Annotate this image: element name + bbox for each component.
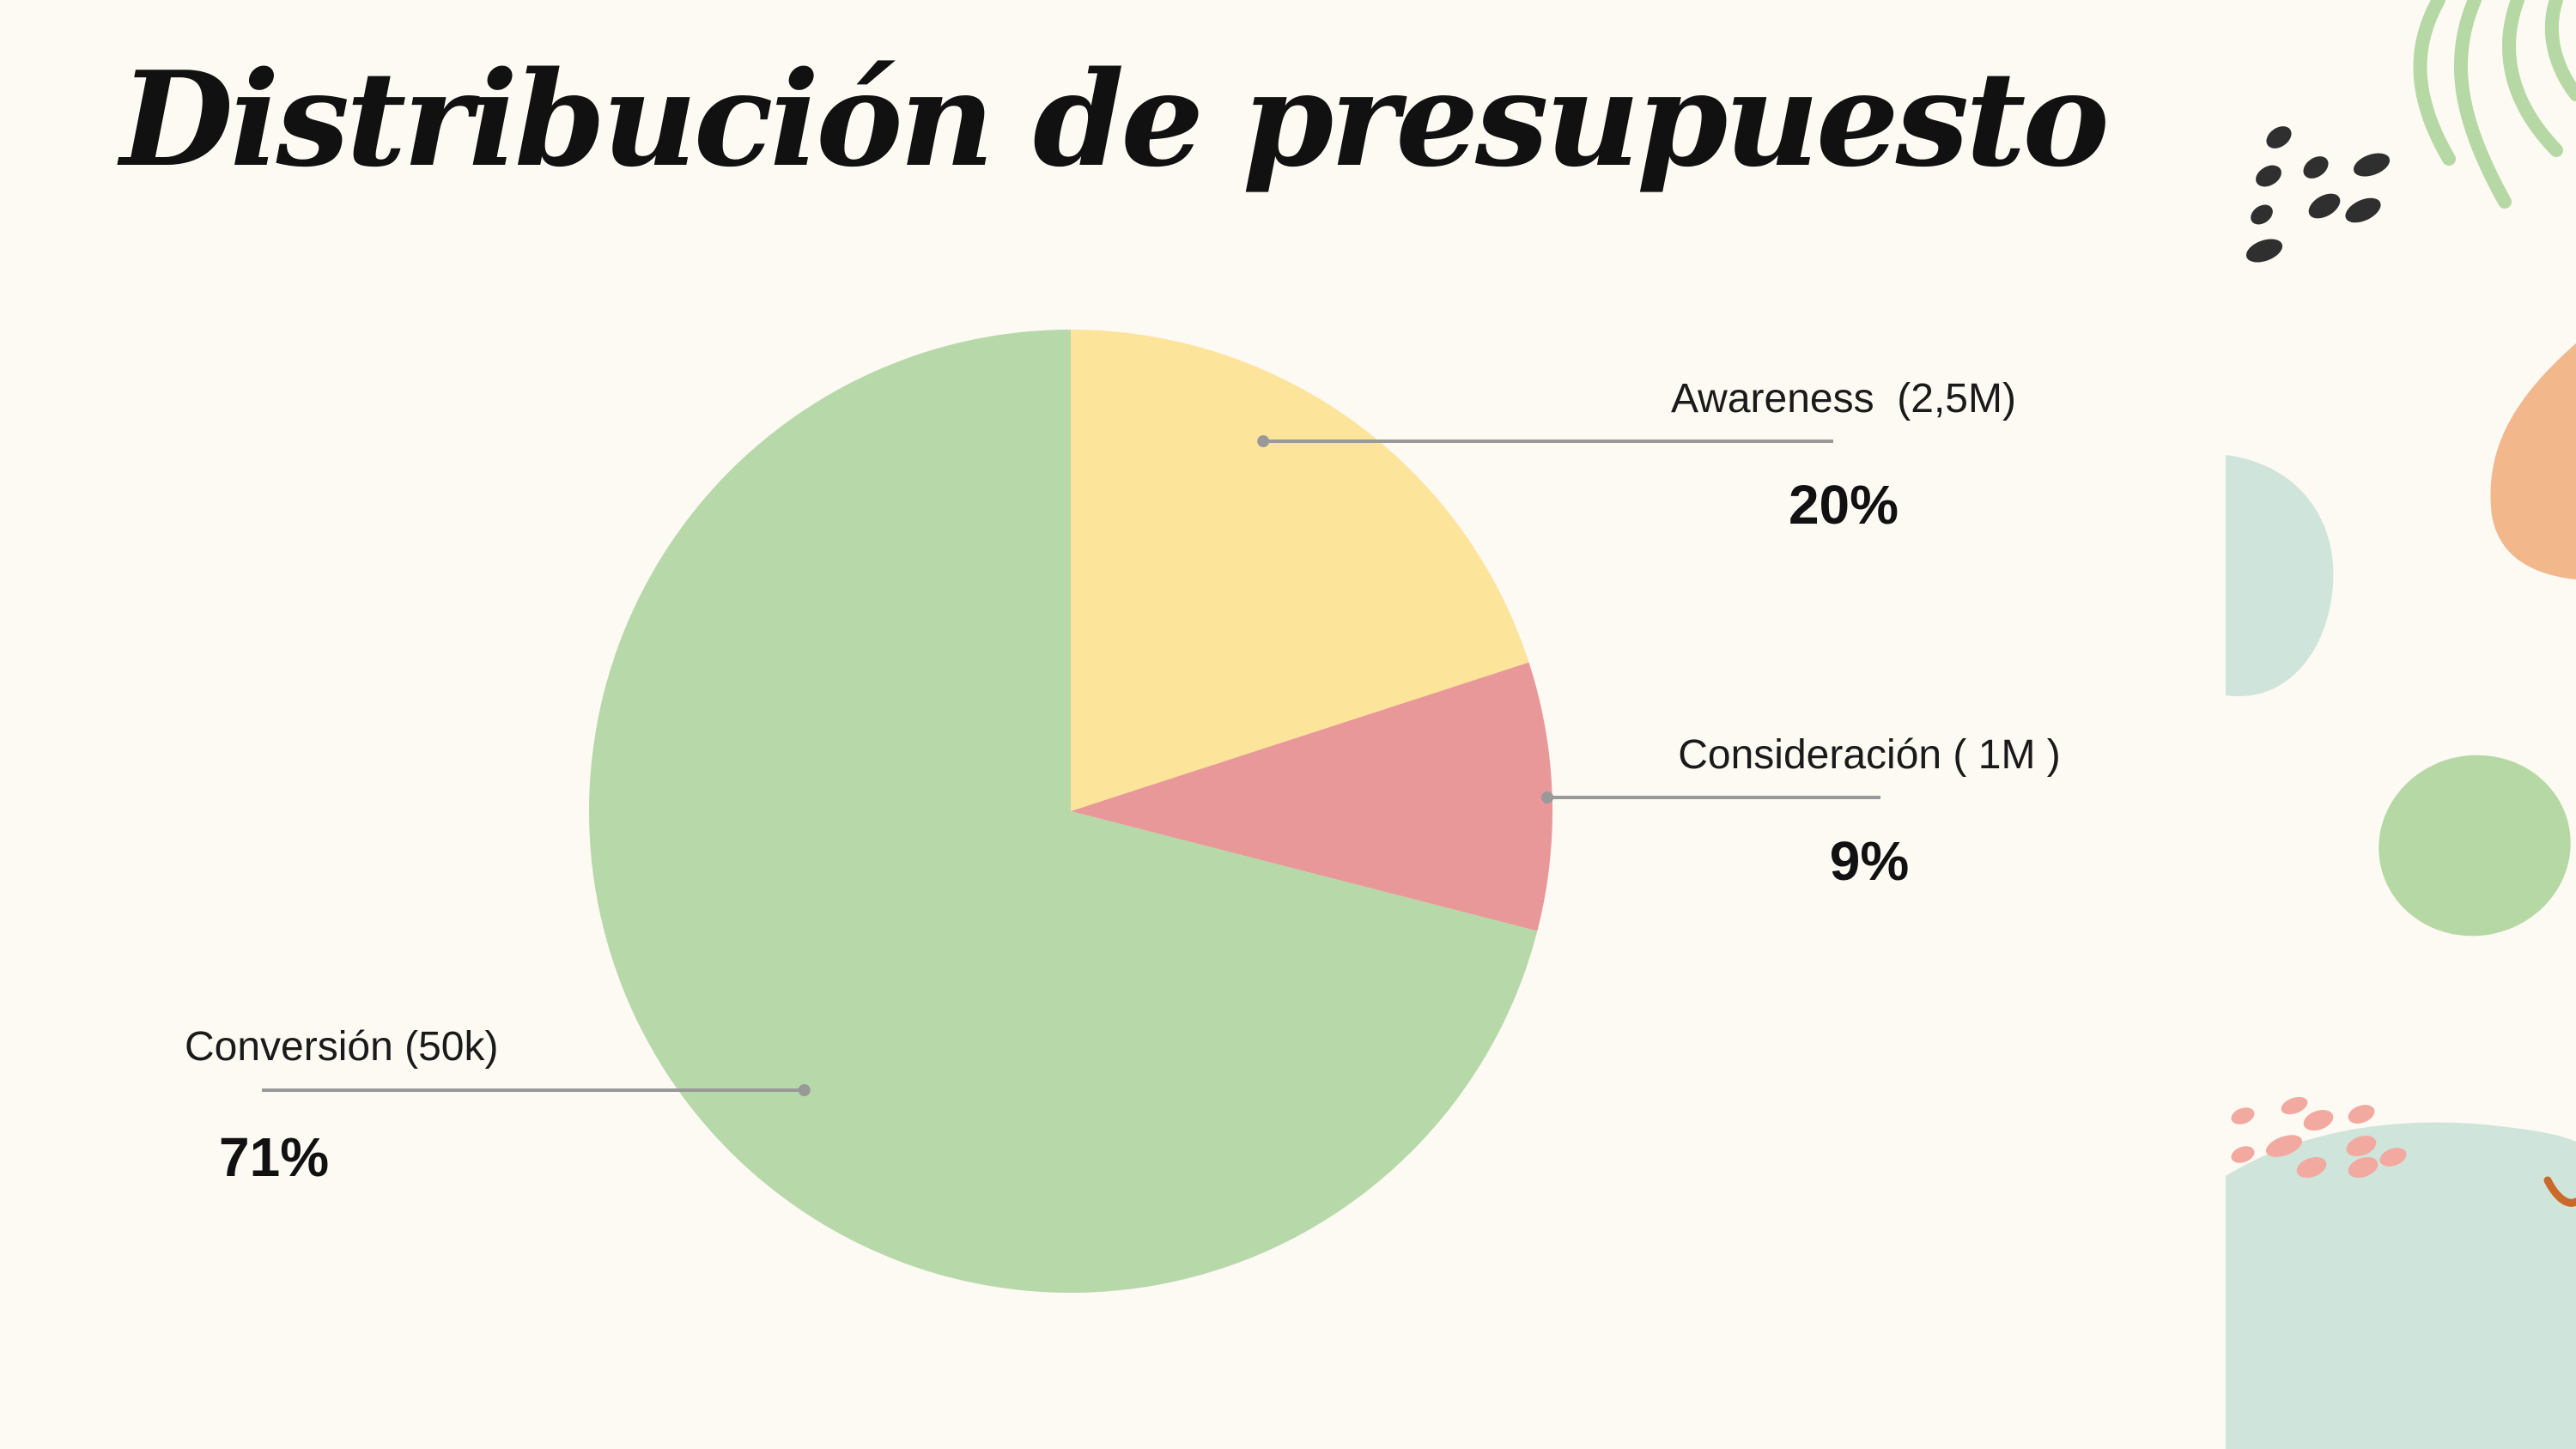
slice-labels: Awareness (2,5M) 20% Consideración ( 1M ) 9…: [185, 376, 2061, 1188]
slice-percent-label: 71%: [219, 1126, 329, 1188]
slide-title: Distribución de presupuesto: [120, 42, 2110, 196]
slice-label: Conversión (50k): [185, 1024, 498, 1070]
peach-blob-icon: [2490, 343, 2576, 579]
mint-wave-icon: [2226, 1122, 2576, 1449]
mint-blob-icon: [2226, 455, 2334, 697]
green-blob-icon: [2379, 755, 2571, 937]
leader-dot: [798, 1084, 811, 1096]
pie-slice: [1071, 330, 1529, 811]
leader-lines: [262, 435, 1880, 1096]
pie-slice: [1071, 662, 1552, 931]
pie-slice: [588, 330, 1538, 1293]
pie-slices: [588, 330, 1552, 1293]
rust-accent-icon: [2543, 1176, 2576, 1207]
pink-dots-icon: [2231, 1096, 2407, 1179]
slice-percent-label: 9%: [1830, 830, 1910, 892]
slice-percent-label: 20%: [1789, 474, 1899, 536]
slice-label: Awareness (2,5M): [1671, 376, 2016, 421]
pie-chart: Awareness (2,5M) 20% Consideración ( 1M ) 9…: [185, 330, 2061, 1293]
leader-dot: [1541, 791, 1554, 803]
decorative-shapes: [2226, 0, 2576, 1449]
slice-label: Consideración ( 1M ): [1678, 732, 2061, 778]
seed-dots-icon: [2245, 126, 2391, 263]
green-arc-strokes-icon: [2413, 0, 2576, 209]
leader-dot: [1257, 435, 1270, 447]
